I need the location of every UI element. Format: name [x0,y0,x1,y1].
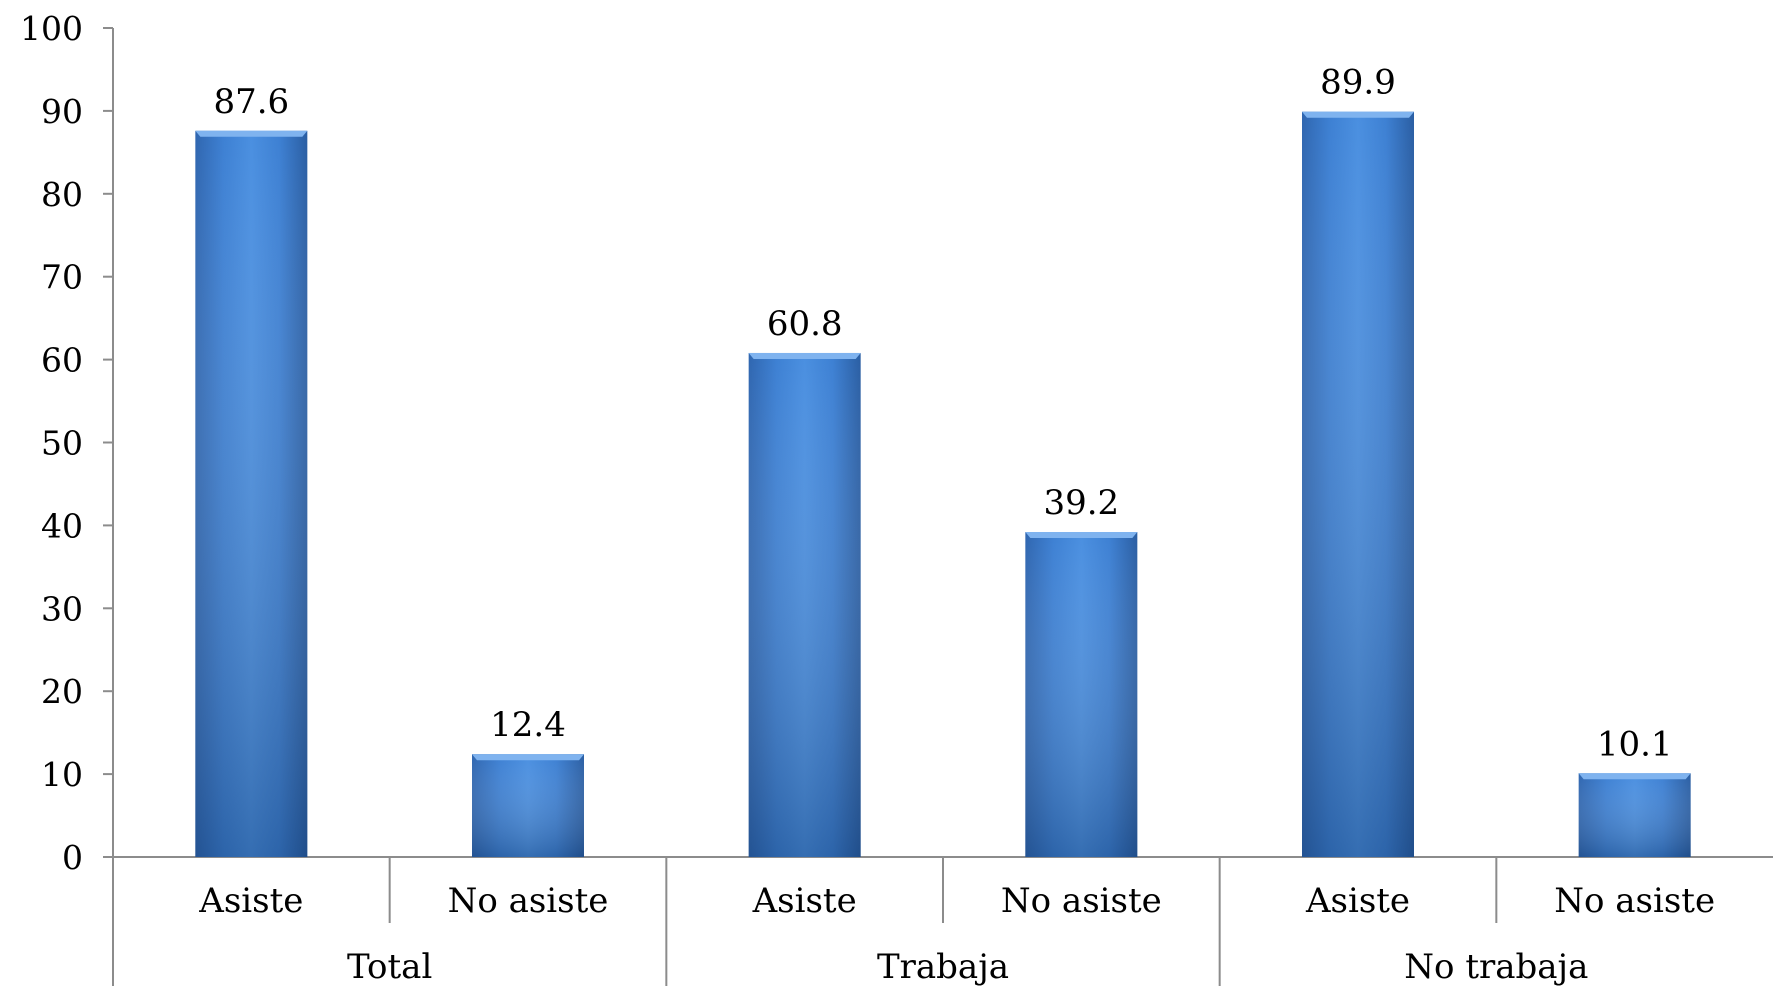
x-category-label: Asiste [752,881,857,921]
data-label: 89.9 [1320,63,1396,103]
x-category-label: No asiste [1554,881,1715,921]
y-tick-label: 40 [41,506,83,545]
bar-bevel [748,352,861,359]
bar-4: 89.9 [1302,63,1414,857]
y-tick-label: 30 [41,589,83,628]
x-category-label: Asiste [1305,881,1410,921]
bar-bevel [1578,773,1691,780]
y-tick-label: 0 [62,838,83,877]
data-label: 12.4 [490,705,566,745]
y-tick-label: 90 [41,92,83,131]
data-label: 39.2 [1043,483,1119,523]
bar-shade [1578,773,1691,857]
y-tick-label: 10 [41,755,83,794]
bar-shade [472,754,584,857]
x-group-label: No trabaja [1404,947,1588,986]
x-group-label: Trabaja [877,947,1009,986]
y-tick-label: 50 [41,424,83,463]
bar-bevel [195,130,308,137]
bar-3: 39.2 [1025,483,1138,857]
x-category-label: No asiste [1001,881,1162,921]
x-axis: Asiste No asiste Asiste No asiste Asiste No a… [113,856,1773,986]
x-category-label: No asiste [448,881,609,921]
bar-shade [195,130,308,857]
bar-shade [1025,532,1138,857]
y-tick-label: 70 [41,258,83,297]
data-label: 87.6 [213,82,289,122]
y-tick-label: 60 [41,341,83,380]
data-label: 10.1 [1597,724,1673,764]
data-label: 60.8 [767,304,843,344]
bar-bevel [472,754,584,761]
bar-bevel [1302,111,1414,118]
y-tick-label: 100 [20,9,83,48]
bar-shade [748,352,861,857]
bar-2: 60.8 [748,304,861,857]
bar-1: 12.4 [472,705,584,857]
y-tick-label: 80 [41,175,83,214]
bar-5: 10.1 [1578,724,1691,857]
bars: 87.6 12.4 60.8 39.2 89.9 10.1 [195,63,1691,857]
y-axis: 0 10 20 30 40 50 60 70 80 90 100 [20,9,114,986]
bar-bevel [1025,532,1138,539]
y-tick-label: 20 [41,672,83,711]
bar-0: 87.6 [195,82,308,857]
bar-shade [1302,111,1414,857]
x-group-label: Total [347,947,432,986]
x-category-label: Asiste [198,881,303,921]
